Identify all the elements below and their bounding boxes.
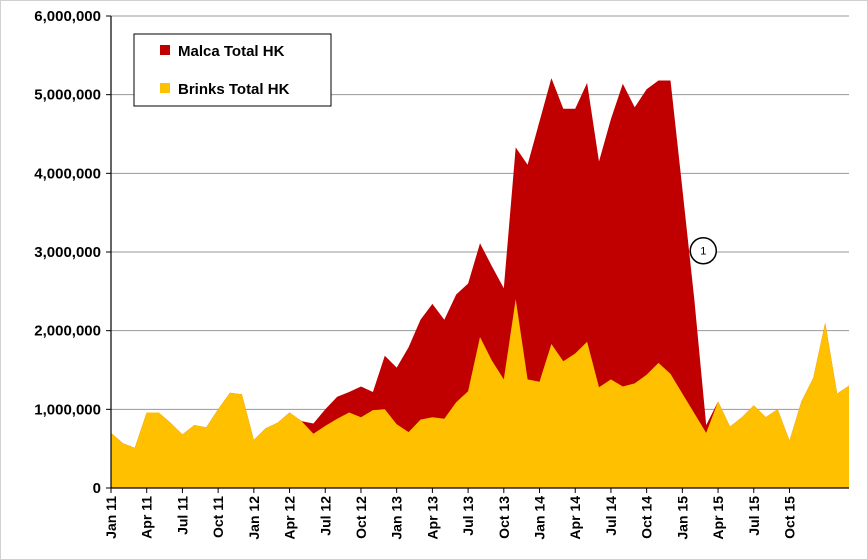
series-area-brinks	[111, 299, 849, 488]
x-tick-label: Jul 15	[746, 496, 762, 536]
x-tick-label: Oct 15	[781, 496, 797, 539]
x-tick-label: Apr 12	[282, 496, 298, 540]
y-tick-label: 0	[93, 480, 101, 497]
x-tick-label: Apr 13	[424, 496, 440, 540]
x-tick-label: Jan 15	[674, 496, 690, 540]
axes	[106, 15, 849, 493]
x-tick-label: Oct 11	[210, 496, 226, 538]
x-tick-label: Jan 13	[389, 496, 405, 540]
y-tick-label: 3,000,000	[34, 244, 101, 261]
annotations: 1	[689, 236, 718, 265]
x-tick-label: Oct 14	[639, 496, 655, 539]
x-tick-label: Jan 11	[103, 496, 119, 539]
y-tick-label: 4,000,000	[34, 165, 101, 182]
y-axis-tick-labels: 0 1,000,000 2,000,000 3,000,000 4,000,000 5,0…	[34, 8, 101, 497]
y-tick-label: 1,000,000	[34, 401, 101, 418]
annotation-marker	[689, 236, 718, 265]
legend-swatch-brinks	[160, 83, 170, 93]
x-tick-label: Jan 14	[532, 496, 548, 540]
y-tick-label: 5,000,000	[34, 87, 101, 104]
x-tick-label: Jul 12	[317, 496, 333, 536]
y-tick-label: 2,000,000	[34, 323, 101, 340]
x-tick-label: Apr 11	[139, 496, 155, 539]
x-tick-label: Oct 13	[496, 496, 512, 539]
y-tick-label: 6,000,000	[34, 8, 101, 25]
x-axis-tick-labels: Jan 11 Apr 11 Jul 11 Oct 11 Jan 12 Apr 12 Jul …	[103, 496, 797, 540]
x-tick-label: Apr 14	[567, 496, 583, 540]
x-tick-label: Oct 12	[353, 496, 369, 539]
legend: Malca Total HK Brinks Total HK	[133, 33, 332, 107]
legend-swatch-malca	[160, 45, 170, 55]
x-tick-label: Jul 11	[174, 496, 190, 535]
annotation-label: 1	[700, 246, 706, 258]
area-series-layer	[111, 78, 849, 488]
x-tick-label: Jul 14	[603, 496, 619, 536]
x-tick-label: Jan 12	[246, 496, 262, 540]
legend-label-malca: Malca Total HK	[178, 43, 285, 60]
legend-label-brinks: Brinks Total HK	[178, 81, 290, 98]
x-tick-label: Jul 13	[460, 496, 476, 536]
x-tick-label: Apr 15	[710, 496, 726, 540]
